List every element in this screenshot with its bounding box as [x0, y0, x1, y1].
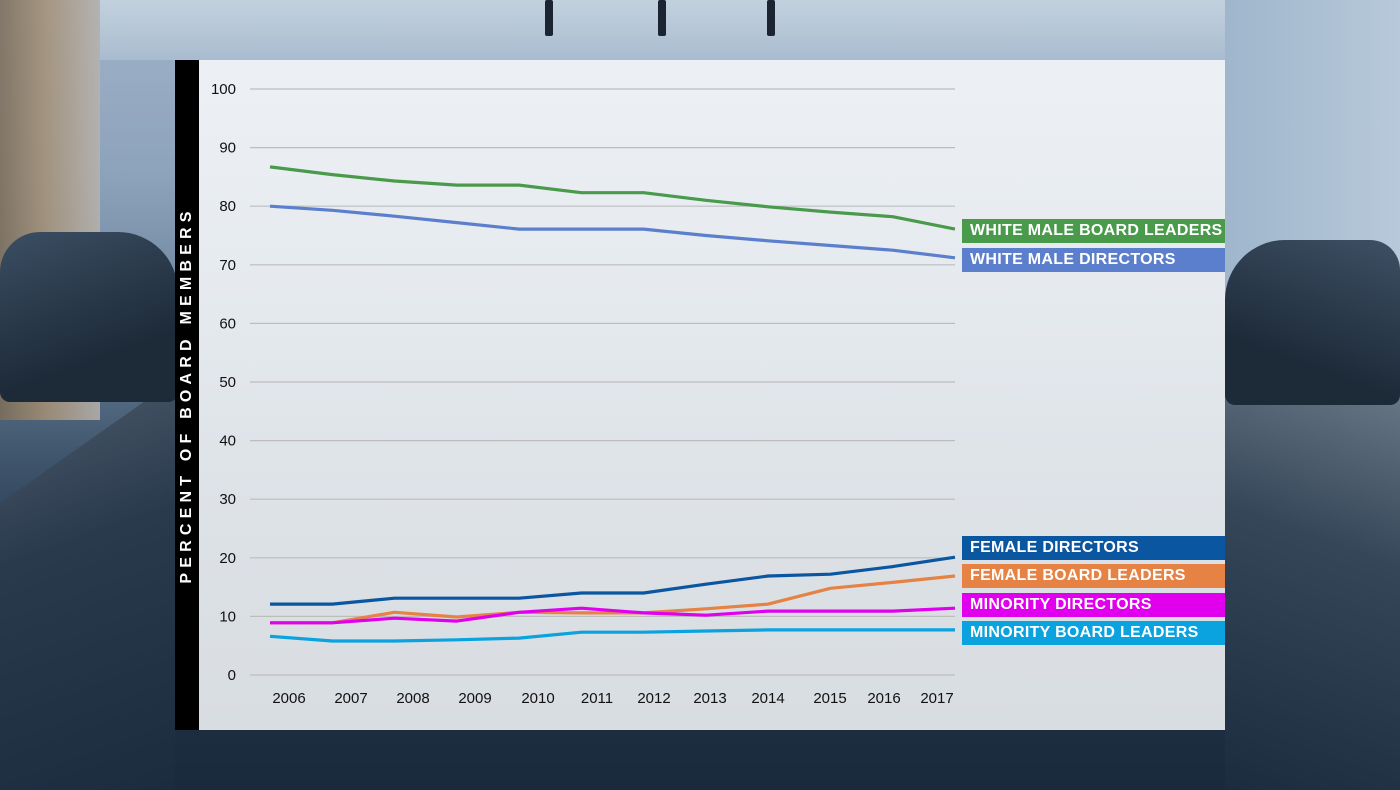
x-tick-label: 2014 [751, 690, 784, 707]
series-line-white-male-board-leaders [269, 165, 956, 231]
series-line-female-board-leaders [270, 574, 956, 625]
x-tick-label: 2009 [458, 690, 491, 707]
y-tick-label: 60 [219, 315, 236, 332]
y-tick-label: 20 [219, 550, 236, 567]
series-line-minority-board-leaders [269, 628, 955, 643]
legend-item-female-board-leaders: FEMALE BOARD LEADERS [962, 564, 1225, 588]
series-lines [269, 165, 956, 643]
y-tick-label: 100 [211, 81, 236, 98]
legend-item-minority-board-leaders: MINORITY BOARD LEADERS [962, 621, 1225, 645]
legend-item-white-male-directors: WHITE MALE DIRECTORS [962, 248, 1225, 272]
gridlines [250, 88, 955, 676]
y-axis-ticks: 0 10 20 30 40 50 60 70 80 90 100 [211, 81, 236, 684]
series-line-minority-directors [270, 606, 956, 625]
x-tick-label: 2008 [396, 690, 429, 707]
legend-item-minority-directors: MINORITY DIRECTORS [962, 593, 1225, 617]
y-tick-label: 50 [219, 374, 236, 391]
legend-item-female-directors: FEMALE DIRECTORS [962, 536, 1225, 560]
x-tick-label: 2006 [272, 690, 305, 707]
series-line-female-directors [270, 555, 956, 606]
y-tick-label: 70 [219, 257, 236, 274]
y-tick-label: 90 [219, 140, 236, 157]
y-tick-label: 30 [219, 491, 236, 508]
y-tick-label: 40 [219, 433, 236, 450]
x-tick-label: 2015 [813, 690, 846, 707]
x-tick-label: 2017 [920, 690, 953, 707]
y-tick-label: 0 [228, 667, 236, 684]
y-axis-title-strip [175, 60, 199, 730]
x-tick-label: 2016 [867, 690, 900, 707]
legend-item-white-male-board-leaders: WHITE MALE BOARD LEADERS [962, 219, 1225, 243]
x-tick-label: 2007 [334, 690, 367, 707]
x-tick-label: 2011 [581, 690, 613, 707]
y-tick-label: 10 [219, 608, 236, 625]
x-tick-label: 2013 [693, 690, 726, 707]
x-tick-label: 2012 [637, 690, 670, 707]
series-line-white-male-directors [269, 204, 956, 260]
x-axis-ticks: 2006 2007 2008 2009 2010 2011 2012 2013 2014 2015… [272, 690, 953, 707]
y-tick-label: 80 [219, 198, 236, 215]
x-tick-label: 2010 [521, 690, 554, 707]
